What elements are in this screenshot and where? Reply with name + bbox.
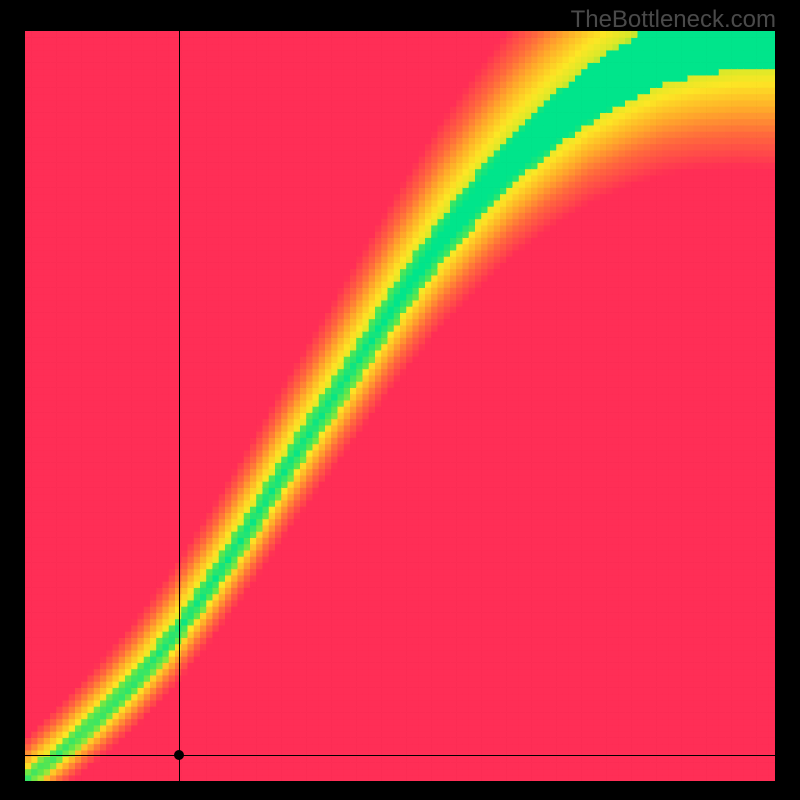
crosshair-horizontal — [25, 755, 775, 756]
watermark-text: TheBottleneck.com — [571, 6, 776, 34]
selection-marker — [174, 750, 184, 760]
bottleneck-heatmap — [25, 31, 775, 781]
heatmap-canvas — [25, 31, 775, 781]
crosshair-vertical — [179, 31, 180, 781]
